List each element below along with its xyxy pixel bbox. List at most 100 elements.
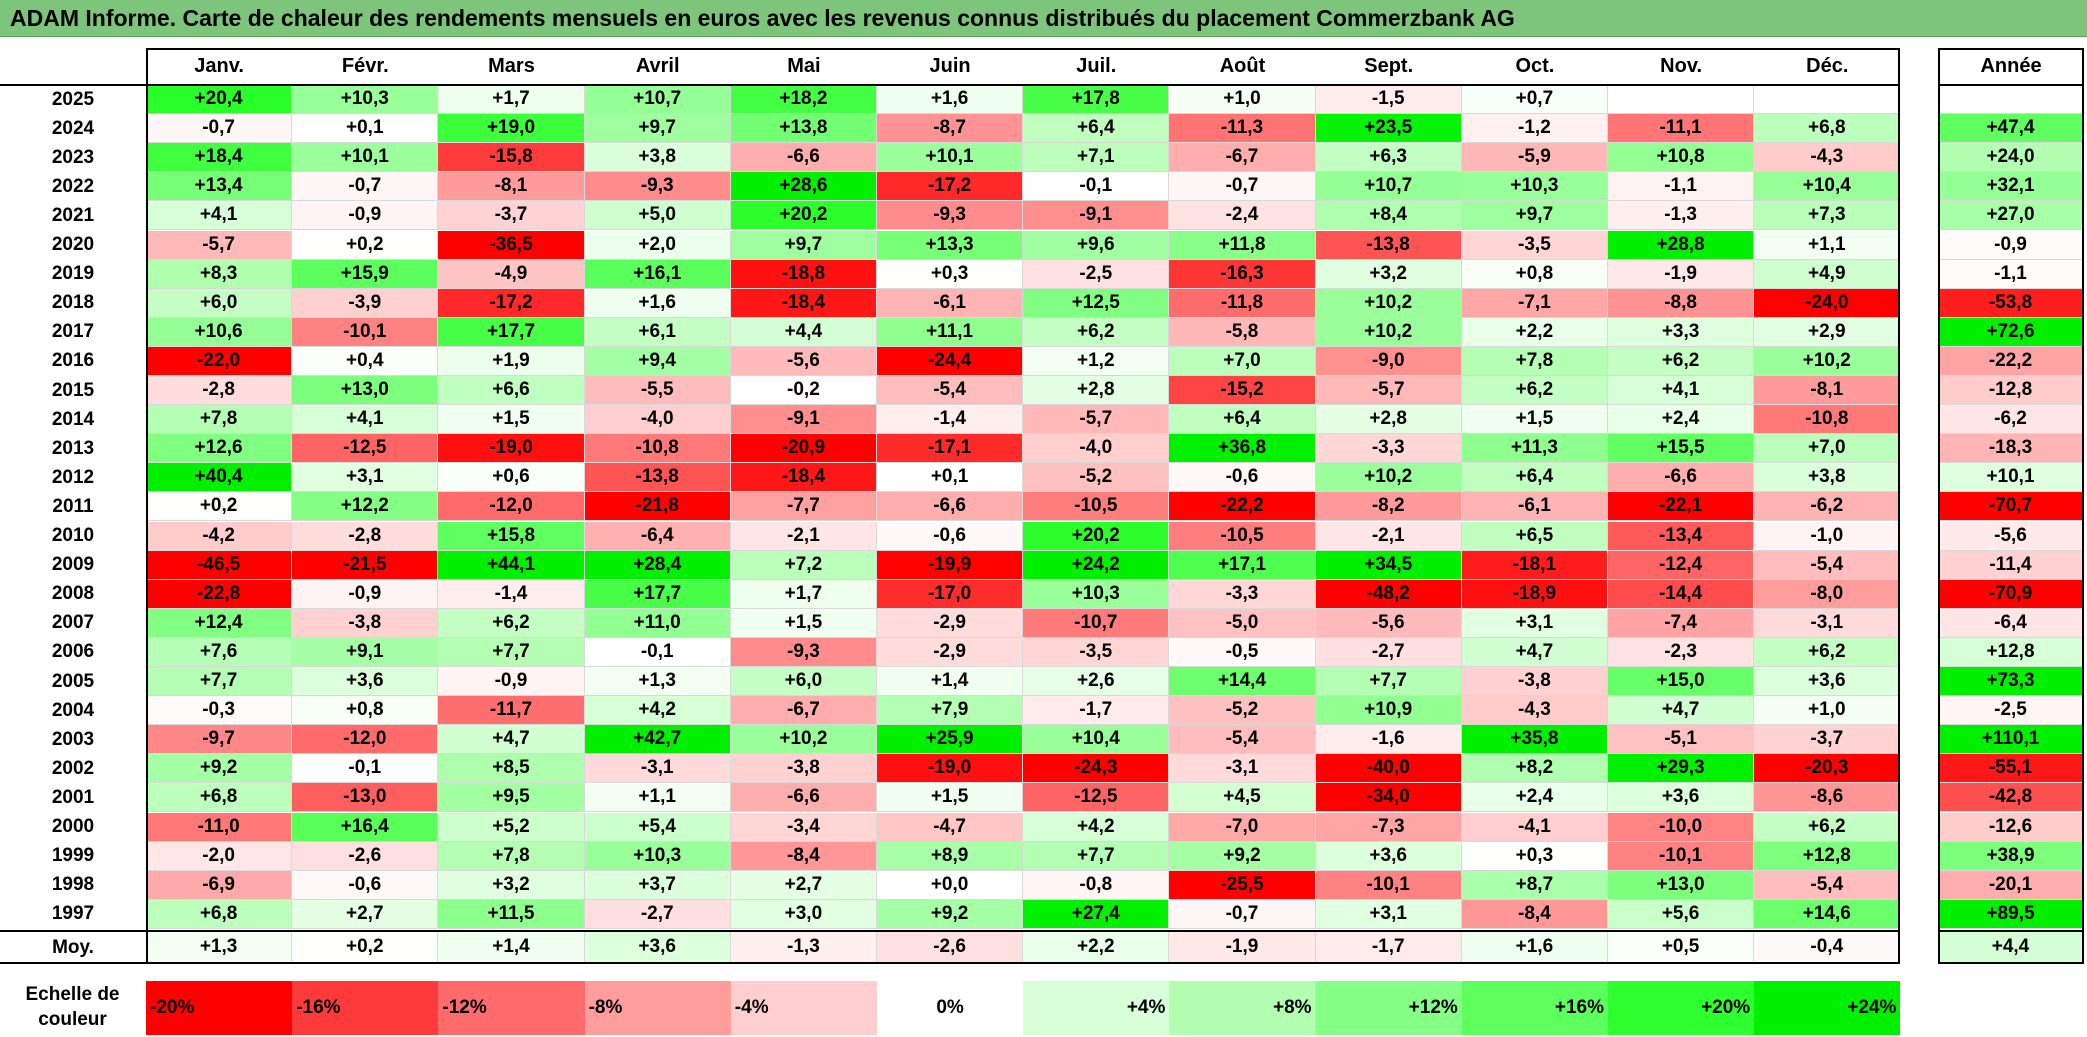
year-label: 2007 <box>51 612 95 634</box>
heatmap-cell: +6,6 <box>438 376 585 406</box>
heatmap-cell: +1,6 <box>584 288 731 318</box>
heatmap-cell: +10,2 <box>1754 346 1901 376</box>
heatmap-cell: +5,0 <box>584 201 731 231</box>
heatmap-cell: +6,0 <box>146 288 293 318</box>
year-label: 2011 <box>52 495 94 517</box>
heatmap-cell: -3,5 <box>1461 230 1608 260</box>
month-header: Août <box>1219 55 1266 77</box>
heatmap-cell: -12,0 <box>292 725 439 755</box>
heatmap-cell: +9,4 <box>584 346 731 376</box>
heatmap-cell <box>1608 85 1755 115</box>
heatmap-cell: +25,9 <box>877 725 1024 755</box>
heatmap-cell: -7,1 <box>1461 288 1608 318</box>
heatmap-cell: +6,2 <box>1023 317 1170 347</box>
annual-cell: -11,4 <box>1938 550 2084 580</box>
heatmap-cell: -11,0 <box>146 812 293 842</box>
year-label: 2009 <box>51 554 95 576</box>
heatmap-cell: -8,0 <box>1754 579 1901 609</box>
heatmap-cell: -21,8 <box>584 492 731 522</box>
heatmap-cell: -0,2 <box>730 376 877 406</box>
heatmap-cell: +12,4 <box>146 608 293 638</box>
year-label: 2015 <box>51 379 95 401</box>
heatmap-cell: -5,8 <box>1169 317 1316 347</box>
heatmap-cell: -5,7 <box>146 230 293 260</box>
heatmap-cell: -5,1 <box>1608 725 1755 755</box>
month-header: Mars <box>488 55 535 77</box>
heatmap-cell: +3,1 <box>1461 608 1608 638</box>
heatmap-cell: +10,3 <box>1461 172 1608 202</box>
heatmap-cell: -8,8 <box>1608 288 1755 318</box>
heatmap-cell: +1,1 <box>584 783 731 813</box>
heatmap-cell: -5,4 <box>877 376 1024 406</box>
average-cell: -0,4 <box>1754 931 1901 964</box>
year-label: 2006 <box>51 641 95 663</box>
heatmap-cell: -0,8 <box>1023 870 1170 900</box>
month-header: Févr. <box>341 55 389 77</box>
heatmap-cell: -3,3 <box>1315 434 1462 464</box>
year-label: 1999 <box>51 845 95 867</box>
heatmap-cell: +7,0 <box>1754 434 1901 464</box>
header-separator <box>1938 84 2084 86</box>
heatmap-cell: +8,7 <box>1461 870 1608 900</box>
heatmap-cell: +34,5 <box>1315 550 1462 580</box>
heatmap-cell: +3,8 <box>584 143 731 173</box>
heatmap-cell: -0,1 <box>292 754 439 784</box>
heatmap-cell: -17,2 <box>877 172 1024 202</box>
heatmap-cell: +4,7 <box>438 725 585 755</box>
heatmap-cell: +6,2 <box>1461 376 1608 406</box>
average-cell: -1,3 <box>730 931 877 964</box>
heatmap-cell: -0,9 <box>438 667 585 697</box>
heatmap-cell: -6,6 <box>730 783 877 813</box>
heatmap-cell: +6,2 <box>438 608 585 638</box>
heatmap-cell: -10,1 <box>1608 841 1755 871</box>
heatmap-cell: -7,0 <box>1169 812 1316 842</box>
heatmap-cell: +9,7 <box>584 114 731 144</box>
heatmap-cell: +7,7 <box>1315 667 1462 697</box>
heatmap-cell: +1,6 <box>877 85 1024 115</box>
heatmap-cell: +7,8 <box>438 841 585 871</box>
heatmap-cell: -1,4 <box>877 405 1024 435</box>
heatmap-cell: -22,1 <box>1608 492 1755 522</box>
heatmap-cell: -2,1 <box>1315 521 1462 551</box>
heatmap-cell: -7,7 <box>730 492 877 522</box>
heatmap-cell: +6,4 <box>1461 463 1608 493</box>
color-scale-step: 0% <box>877 981 1024 1035</box>
color-scale-step: +12% <box>1315 981 1462 1035</box>
heatmap-cell: +0,0 <box>877 870 1024 900</box>
heatmap-cell: +10,1 <box>292 143 439 173</box>
heatmap-cell: +17,8 <box>1023 85 1170 115</box>
heatmap-cell: +3,2 <box>438 870 585 900</box>
heatmap-cell: +14,4 <box>1169 667 1316 697</box>
heatmap-cell: -1,2 <box>1461 114 1608 144</box>
heatmap-cell: -8,4 <box>730 841 877 871</box>
heatmap-cell: +1,5 <box>438 405 585 435</box>
heatmap-cell: +4,4 <box>730 317 877 347</box>
year-label: 2005 <box>51 670 95 692</box>
heatmap-cell: -3,8 <box>292 608 439 638</box>
heatmap-cell: -2,8 <box>146 376 293 406</box>
heatmap-cell: -4,0 <box>1023 434 1170 464</box>
heatmap-cell: +1,7 <box>730 579 877 609</box>
annual-cell: +10,1 <box>1938 463 2084 493</box>
heatmap-cell: +6,2 <box>1754 812 1901 842</box>
heatmap-cell: +5,2 <box>438 812 585 842</box>
heatmap-cell: -18,1 <box>1461 550 1608 580</box>
heatmap-cell: +8,4 <box>1315 201 1462 231</box>
month-header: Mai <box>787 55 821 77</box>
annual-cell: +38,9 <box>1938 841 2084 871</box>
heatmap-cell: +20,2 <box>1023 521 1170 551</box>
heatmap-cell: -36,5 <box>438 230 585 260</box>
heatmap-cell: -13,8 <box>584 463 731 493</box>
average-cell: +1,6 <box>1461 931 1608 964</box>
annual-cell: -70,9 <box>1938 579 2084 609</box>
heatmap-cell: -1,0 <box>1754 521 1901 551</box>
heatmap-cell: -0,7 <box>1169 899 1316 929</box>
average-cell: +2,2 <box>1023 931 1170 964</box>
annual-cell: -42,8 <box>1938 783 2084 813</box>
heatmap-cell: +10,3 <box>292 85 439 115</box>
heatmap-cell: +7,8 <box>146 405 293 435</box>
heatmap-cell: -5,9 <box>1461 143 1608 173</box>
heatmap-cell: +2,4 <box>1461 783 1608 813</box>
heatmap-cell: +7,0 <box>1169 346 1316 376</box>
heatmap-cell: -18,8 <box>730 259 877 289</box>
